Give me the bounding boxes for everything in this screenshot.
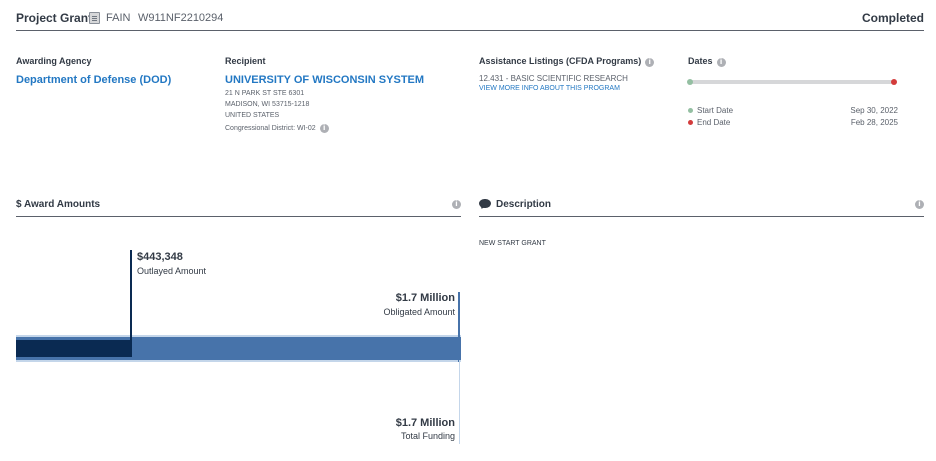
info-icon[interactable]: i — [645, 58, 655, 67]
dates-heading-text: Dates — [688, 56, 713, 66]
total-funding-value: $1.7 Million — [395, 417, 455, 429]
total-funding-marker — [459, 360, 460, 444]
start-date-label: Start Date — [697, 106, 734, 115]
comment-icon — [479, 199, 491, 208]
award-header: Project Grant FAIN W911NF2210294 Complet… — [16, 10, 924, 31]
total-funding-label: Total Funding — [400, 431, 455, 441]
end-date-value: Feb 28, 2025 — [850, 118, 898, 127]
recipient-link[interactable]: UNIVERSITY OF WISCONSIN SYSTEM — [225, 74, 425, 86]
start-date-row: Start Date Sep 30, 2022 — [688, 106, 898, 116]
obligated-amount-marker — [458, 292, 460, 362]
info-icon[interactable]: i — [452, 200, 461, 209]
end-date-dot — [688, 120, 693, 125]
start-date-marker — [687, 79, 693, 85]
obligated-amount-value: $1.7 Million — [395, 292, 455, 304]
info-icon[interactable]: i — [716, 58, 726, 67]
fain-label: FAIN — [106, 12, 131, 24]
end-date-marker — [891, 79, 897, 85]
recipient-address-line1: 21 N PARK ST STE 6301 — [225, 90, 305, 97]
end-date-label: End Date — [697, 118, 731, 127]
info-icon[interactable]: i — [319, 124, 329, 133]
info-icon[interactable]: i — [915, 200, 924, 209]
fain-value: W911NF2210294 — [138, 12, 224, 24]
award-status: Completed — [861, 11, 924, 25]
award-amounts-header: $ Award Amounts i — [16, 197, 461, 217]
award-type-title: Project Grant — [16, 11, 93, 25]
obligated-amount-label: Obligated Amount — [383, 307, 455, 317]
award-amounts-heading: $ Award Amounts — [16, 199, 101, 210]
description-text: NEW START GRANT — [479, 240, 546, 247]
award-amounts-chart: $443,348 Outlayed Amount $1.7 Million Ob… — [16, 240, 461, 450]
recipient-country: UNITED STATES — [225, 112, 280, 119]
congressional-district: Congressional District: WI-02 i — [225, 124, 329, 134]
description-heading: Description — [496, 199, 552, 210]
recipient-heading: Recipient — [225, 56, 266, 66]
document-icon — [89, 12, 100, 24]
awarding-agency-link[interactable]: Department of Defense (DOD) — [16, 74, 172, 86]
recipient-address-line2: MADISON, WI 53715-1218 — [225, 101, 310, 108]
outlayed-amount-value: $443,348 — [137, 251, 183, 263]
view-program-info-link[interactable]: VIEW MORE INFO ABOUT THIS PROGRAM — [479, 85, 620, 92]
congressional-district-text: Congressional District: WI-02 — [225, 125, 316, 132]
dates-heading: Dates i — [688, 56, 726, 67]
awarding-agency-heading: Awarding Agency — [16, 56, 92, 66]
start-date-dot — [688, 108, 693, 113]
start-date-value: Sep 30, 2022 — [850, 106, 898, 115]
description-title: Description — [479, 199, 551, 210]
outlayed-amount-label: Outlayed Amount — [137, 266, 207, 276]
cfda-program: 12.431 - BASIC SCIENTIFIC RESEARCH — [479, 74, 628, 83]
assistance-listings-heading: Assistance Listings (CFDA Programs) i — [479, 56, 655, 67]
outlayed-amount-bar[interactable] — [16, 340, 131, 357]
assistance-listings-heading-text: Assistance Listings (CFDA Programs) — [479, 56, 642, 66]
dates-progress-bar — [690, 80, 895, 84]
description-header: Description i — [479, 197, 924, 217]
end-date-row: End Date Feb 28, 2025 — [688, 118, 898, 128]
outlayed-amount-marker — [130, 250, 132, 357]
